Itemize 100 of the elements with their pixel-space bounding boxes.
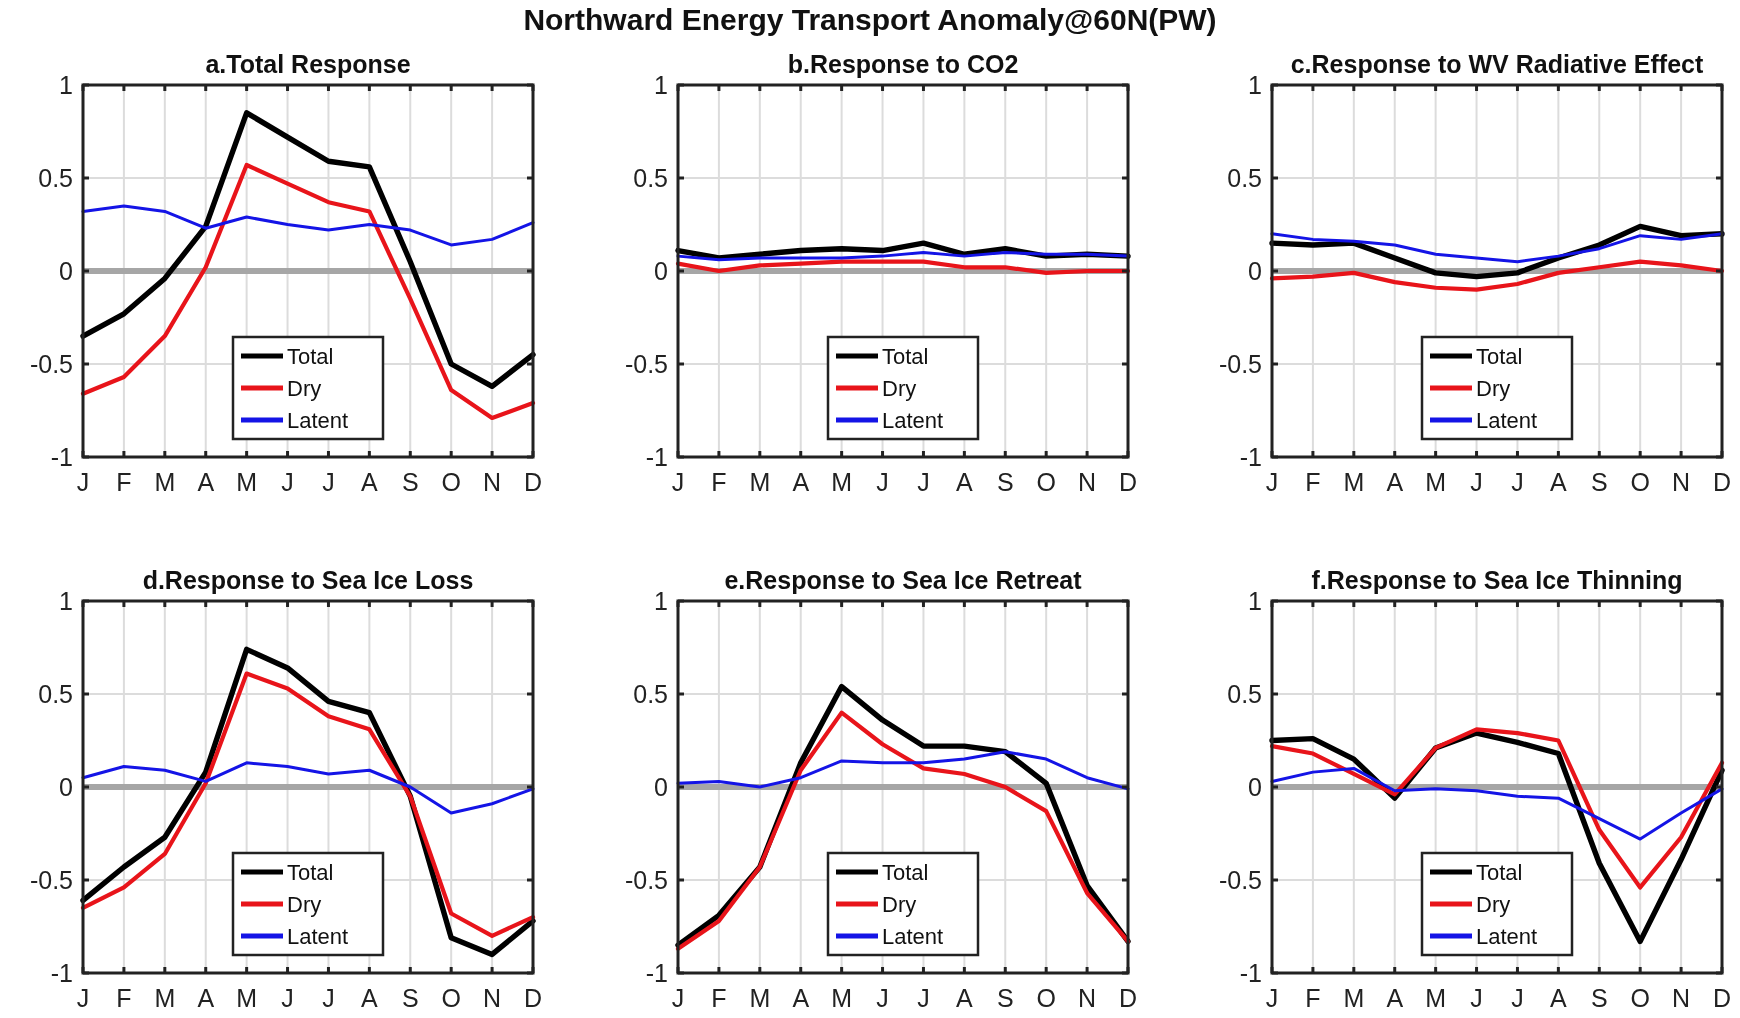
x-tick-label: J <box>1265 468 1279 496</box>
x-tick-label: A <box>197 468 215 496</box>
y-tick-label: -0.5 <box>624 866 668 894</box>
chart-title: e.Response to Sea Ice Retreat <box>724 566 1083 594</box>
x-tick-label: N <box>483 984 502 1012</box>
legend-label: Total <box>1476 344 1523 369</box>
chart-title: c.Response to WV Radiative Effect <box>1290 50 1704 78</box>
x-tick-label: A <box>197 984 215 1012</box>
legend-label: Dry <box>1476 376 1511 401</box>
x-tick-label: A <box>792 984 810 1012</box>
y-tick-label: -1 <box>645 443 668 471</box>
y-tick-label: 1 <box>654 587 668 615</box>
x-tick-label: J <box>876 984 889 1012</box>
x-tick-label: D <box>523 984 543 1012</box>
legend-label: Dry <box>882 892 917 917</box>
legend-label: Latent <box>287 408 349 433</box>
x-tick-label: D <box>1712 984 1732 1012</box>
legend-label: Total <box>882 860 929 885</box>
x-tick-label: F <box>711 468 727 496</box>
legend-label: Total <box>287 860 334 885</box>
x-tick-label: A <box>1386 984 1404 1012</box>
x-tick-label: J <box>322 468 335 496</box>
x-tick-label: O <box>441 468 461 496</box>
x-tick-label: A <box>792 468 810 496</box>
y-tick-label: 0.5 <box>1227 680 1262 708</box>
y-tick-label: 0 <box>59 773 73 801</box>
x-tick-label: A <box>956 468 974 496</box>
x-tick-label: A <box>956 984 974 1012</box>
x-tick-label: J <box>1511 984 1524 1012</box>
y-tick-label: 0.5 <box>633 164 668 192</box>
x-tick-label: M <box>749 984 771 1012</box>
x-tick-label: M <box>236 984 258 1012</box>
x-tick-label: O <box>441 984 461 1012</box>
x-tick-label: J <box>76 984 90 1012</box>
x-tick-label: A <box>361 468 379 496</box>
x-tick-label: J <box>917 984 930 1012</box>
legend-label: Dry <box>882 376 917 401</box>
y-tick-label: -1 <box>1239 959 1262 987</box>
legend-label: Dry <box>1476 892 1511 917</box>
legend-label: Dry <box>287 892 322 917</box>
x-tick-label: M <box>831 468 853 496</box>
y-tick-label: 0.5 <box>38 680 73 708</box>
x-tick-label: O <box>1036 984 1056 1012</box>
x-tick-label: M <box>154 468 176 496</box>
x-tick-label: F <box>116 984 132 1012</box>
x-tick-label: S <box>401 984 419 1012</box>
y-tick-label: 0 <box>1248 257 1262 285</box>
x-tick-label: J <box>281 984 294 1012</box>
x-tick-label: A <box>1550 984 1568 1012</box>
x-tick-label: A <box>1550 468 1568 496</box>
line-series <box>1270 766 1724 841</box>
y-tick-label: 1 <box>1248 71 1262 99</box>
x-tick-label: S <box>996 468 1014 496</box>
x-tick-label: O <box>1630 468 1650 496</box>
line-series <box>81 761 535 815</box>
x-tick-label: J <box>76 468 90 496</box>
y-tick-label: -0.5 <box>1218 350 1262 378</box>
x-tick-label: F <box>711 984 727 1012</box>
y-tick-label: 0 <box>1248 773 1262 801</box>
chart-title: d.Response to Sea Ice Loss <box>142 566 474 594</box>
x-tick-label: J <box>1265 984 1279 1012</box>
x-tick-label: M <box>1425 984 1447 1012</box>
x-tick-label: J <box>876 468 889 496</box>
y-tick-label: 1 <box>654 71 668 99</box>
x-tick-label: S <box>1590 984 1608 1012</box>
legend-label: Latent <box>882 924 944 949</box>
x-tick-label: S <box>996 984 1014 1012</box>
y-tick-label: -0.5 <box>29 866 73 894</box>
y-tick-label: 1 <box>59 71 73 99</box>
x-tick-label: J <box>1470 468 1483 496</box>
line-series <box>81 204 535 247</box>
chart-title: f.Response to Sea Ice Thinning <box>1311 566 1683 594</box>
y-tick-label: -1 <box>1239 443 1262 471</box>
y-tick-label: 0 <box>654 257 668 285</box>
y-tick-label: -0.5 <box>624 350 668 378</box>
y-tick-label: -0.5 <box>29 350 73 378</box>
x-tick-label: F <box>1305 468 1321 496</box>
y-tick-label: -1 <box>645 959 668 987</box>
x-tick-label: N <box>1672 468 1691 496</box>
x-tick-label: J <box>671 468 685 496</box>
x-tick-label: S <box>401 468 419 496</box>
legend-label: Dry <box>287 376 322 401</box>
legend-label: Total <box>287 344 334 369</box>
x-tick-label: F <box>116 468 132 496</box>
x-tick-label: M <box>831 984 853 1012</box>
x-tick-label: M <box>1343 468 1365 496</box>
x-tick-label: O <box>1036 468 1056 496</box>
legend-label: Total <box>882 344 929 369</box>
legend-label: Latent <box>882 408 944 433</box>
legend-label: Total <box>1476 860 1523 885</box>
chart-title: a.Total Response <box>205 50 411 78</box>
y-tick-label: -1 <box>50 443 73 471</box>
x-tick-label: J <box>1470 984 1483 1012</box>
x-tick-label: J <box>322 984 335 1012</box>
x-tick-label: N <box>483 468 502 496</box>
x-tick-label: M <box>1425 468 1447 496</box>
x-tick-label: M <box>236 468 258 496</box>
y-tick-label: -1 <box>50 959 73 987</box>
y-tick-label: 1 <box>59 587 73 615</box>
x-tick-label: J <box>1511 468 1524 496</box>
